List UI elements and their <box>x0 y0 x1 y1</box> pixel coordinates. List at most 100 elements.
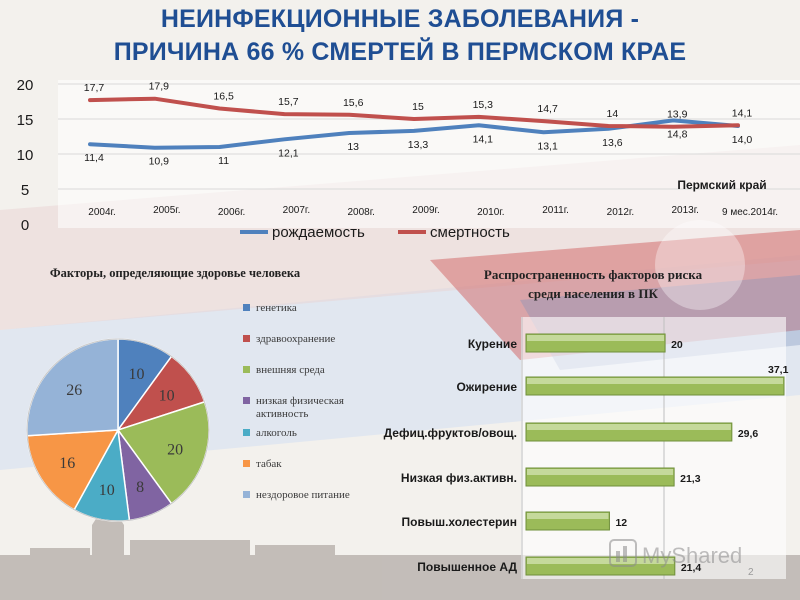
series-line-death <box>88 96 740 129</box>
data-label-birth: 14,8 <box>667 128 688 140</box>
data-label-birth: 14,1 <box>473 133 494 145</box>
watermark-icon <box>609 539 637 567</box>
legend-label-birth: рождаемость <box>272 224 365 241</box>
bar-highlight <box>527 513 609 519</box>
bar-category-label: Ожирение <box>456 380 517 394</box>
bar-chart-title-line-2: среди населения в ПК <box>528 286 658 301</box>
legend-label-death: смертность <box>430 224 510 241</box>
bar-value-label: 20 <box>671 339 683 351</box>
data-label-death: 17,9 <box>149 81 170 93</box>
bar-category-label: Низкая физ.активн. <box>401 471 517 485</box>
line-chart-y-axis: 0 5 10 15 20 <box>17 77 34 234</box>
watermark-icon-bar-2 <box>623 546 627 562</box>
pie-slice-label: 16 <box>59 455 75 472</box>
data-label-birth: 11,4 <box>84 152 104 164</box>
y-tick-label: 0 <box>21 217 29 234</box>
data-label-birth: 12,1 <box>278 147 299 159</box>
title-line-1: НЕИНФЕКЦИОННЫЕ ЗАБОЛЕВАНИЯ - <box>160 5 640 33</box>
y-tick-label: 10 <box>17 147 34 164</box>
legend-label: низкая физическая <box>256 395 344 407</box>
x-category-label: 2006г. <box>218 207 245 218</box>
bar-category-label: Курение <box>468 337 517 351</box>
watermark: MyShared <box>609 539 742 568</box>
legend-label: табак <box>256 458 282 470</box>
line-chart-series <box>88 96 740 150</box>
pie-slice-label: 20 <box>167 442 183 459</box>
bar-category-label: Повыш.холестерин <box>402 515 517 529</box>
bar-value-label: 12 <box>615 517 627 529</box>
watermark-icon-bar <box>616 551 620 562</box>
y-tick-label: 20 <box>17 77 34 94</box>
risk-factor-bar-chart: Курение 20 Ожирение 37,1 Дефиц.фруктов/овощ.… <box>384 317 789 579</box>
legend-label: нездоровое питание <box>256 489 350 501</box>
bar-highlight <box>527 335 665 341</box>
bar-chart-plot-background <box>521 317 786 579</box>
x-category-label: 2004г. <box>88 207 115 218</box>
x-category-label: 2008г. <box>347 207 374 218</box>
x-category-label: 2010г. <box>477 207 504 218</box>
data-label-death: 13,9 <box>667 109 688 121</box>
legend-swatch <box>243 304 250 311</box>
legend-swatch <box>243 366 250 373</box>
bar-highlight <box>527 469 674 475</box>
x-category-label: 2013г. <box>671 205 698 216</box>
bar-value-label: 37,1 <box>768 364 789 376</box>
bar-value-label: 21,3 <box>680 473 701 485</box>
slide-title: НЕИНФЕКЦИОННЫЕ ЗАБОЛЕВАНИЯ - ПРИЧИНА 66 … <box>0 0 800 72</box>
pie-slice-label: 10 <box>99 482 115 499</box>
legend-label-line-2: активность <box>256 408 308 420</box>
x-category-label: 2011г. <box>542 205 569 216</box>
data-label-birth: 14,0 <box>732 134 753 146</box>
data-label-birth: 10,9 <box>149 156 170 168</box>
data-label-death: 14 <box>607 108 619 120</box>
pie-outline <box>26 338 210 522</box>
data-label-birth: 13 <box>347 141 359 153</box>
x-category-label: 2007г. <box>283 205 310 216</box>
y-tick-label: 5 <box>21 182 29 199</box>
pie-chart-title: Факторы, определяющие здоровье человека <box>50 266 301 280</box>
legend-label: алкоголь <box>256 427 297 439</box>
pie-slice-label: 26 <box>66 382 82 399</box>
legend-label: внешняя среда <box>256 364 325 376</box>
bar-value-label: 29,6 <box>738 428 759 440</box>
data-label-death: 14,1 <box>732 107 753 119</box>
data-label-birth: 11 <box>218 155 229 167</box>
watermark-text: MyShared <box>642 543 742 568</box>
bar-highlight <box>527 378 783 384</box>
bar-category-label: Дефиц.фруктов/овощ. <box>384 426 517 440</box>
x-category-label: 2009г. <box>412 205 439 216</box>
legend-swatch <box>243 335 250 342</box>
line-chart-category-labels: 2004г. 2005г. 2006г. 2007г. 2008г. 2009г. 2010… <box>88 205 778 218</box>
x-category-label: 2012г. <box>607 207 634 218</box>
data-label-death: 17,7 <box>84 82 105 94</box>
birth-death-line-chart: 0 5 10 15 20 11,4 10,9 11 12,1 13 13,3 14,1 13,1 13,… <box>17 77 800 241</box>
legend-swatch <box>243 460 250 467</box>
bar-chart-title-line-1: Распространенность факторов риска <box>484 267 703 282</box>
data-label-death: 14,7 <box>537 103 558 115</box>
data-label-birth: 13,1 <box>537 140 558 152</box>
data-label-death: 15,3 <box>473 99 494 111</box>
legend-label: здравоохранение <box>256 333 335 345</box>
pie-slice-label: 10 <box>159 388 175 405</box>
bar-category-label: Повышенное АД <box>417 560 517 574</box>
title-line-2: ПРИЧИНА 66 % СМЕРТЕЙ В ПЕРМСКОМ КРАЕ <box>113 38 687 66</box>
legend-swatch <box>243 397 250 404</box>
bottom-charts: Факторы, определяющие здоровье человека … <box>26 266 789 579</box>
pie-chart-legend: генетика здравоохранение внешняя среда низк… <box>243 302 350 501</box>
pie-chart: 10 10 20 8 10 16 26 <box>26 338 210 522</box>
legend-swatch <box>243 491 250 498</box>
bar-highlight <box>527 424 731 430</box>
x-category-label: 9 мес.2014г. <box>722 207 778 218</box>
data-label-death: 15,7 <box>278 96 299 108</box>
slide-number: 2 <box>748 567 754 578</box>
data-label-birth: 13,6 <box>602 137 623 149</box>
data-label-death: 15 <box>412 101 424 113</box>
x-category-label: 2005г. <box>153 205 180 216</box>
data-label-death: 16,5 <box>213 91 234 103</box>
bar-highlight <box>527 558 674 564</box>
bar-value-label: 21,4 <box>681 562 702 574</box>
region-label: Пермский край <box>677 178 766 192</box>
pie-slice-label: 8 <box>136 479 144 496</box>
y-tick-label: 15 <box>17 112 34 129</box>
legend-swatch <box>243 429 250 436</box>
